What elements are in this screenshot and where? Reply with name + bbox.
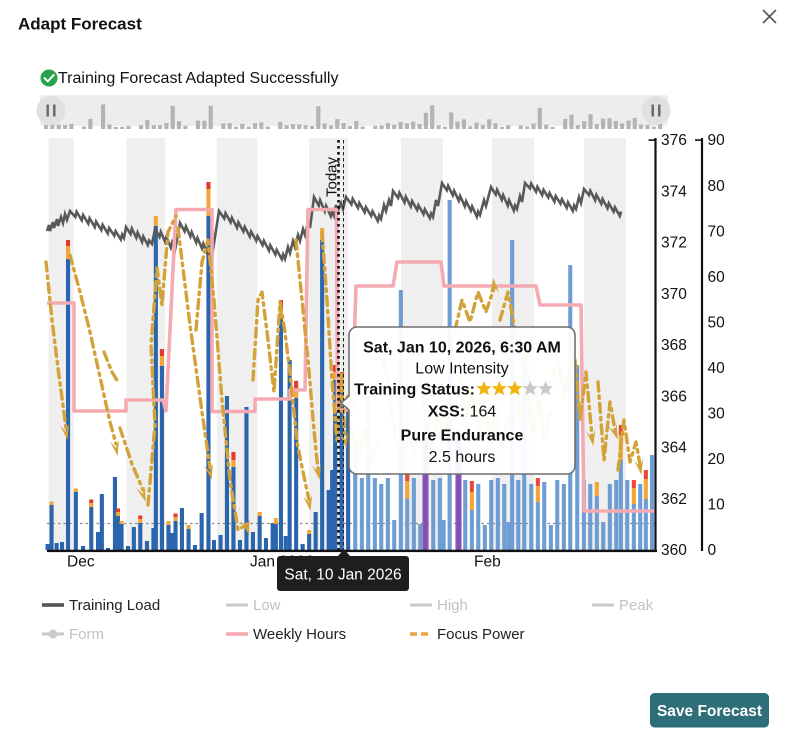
svg-text:40: 40 [708, 360, 726, 377]
svg-text:370: 370 [661, 286, 687, 303]
svg-text:374: 374 [661, 183, 687, 200]
svg-text:Focus Power: Focus Power [437, 626, 525, 643]
svg-text:Training Status:: Training Status: [354, 382, 475, 399]
svg-text:Sat, Jan 10, 2026, 6:30 AM: Sat, Jan 10, 2026, 6:30 AM [363, 340, 561, 357]
svg-text:60: 60 [708, 269, 726, 286]
svg-text:70: 70 [708, 223, 726, 240]
svg-text:366: 366 [661, 388, 687, 405]
svg-text:Save Forecast: Save Forecast [657, 703, 762, 720]
svg-text:Adapt Forecast: Adapt Forecast [18, 15, 142, 34]
svg-text:20: 20 [708, 451, 726, 468]
svg-text:Training Load: Training Load [69, 597, 160, 614]
svg-text:Pure Endurance: Pure Endurance [401, 428, 524, 445]
svg-text:XSS: 164: XSS: 164 [428, 404, 497, 421]
svg-text:Feb: Feb [474, 554, 501, 571]
svg-text:30: 30 [708, 406, 726, 423]
svg-text:372: 372 [661, 235, 687, 252]
svg-text:Peak: Peak [619, 597, 654, 614]
svg-text:Dec: Dec [67, 554, 95, 571]
svg-text:Training Forecast Adapted Succ: Training Forecast Adapted Successfully [58, 70, 338, 87]
svg-text:376: 376 [661, 132, 687, 149]
svg-text:10: 10 [708, 497, 726, 514]
svg-text:90: 90 [708, 132, 726, 149]
svg-text:362: 362 [661, 491, 687, 508]
svg-text:368: 368 [661, 337, 687, 354]
svg-text:Low Intensity: Low Intensity [415, 361, 508, 378]
svg-text:2.5 hours: 2.5 hours [429, 449, 496, 466]
svg-text:Low: Low [253, 597, 281, 614]
svg-text:50: 50 [708, 314, 726, 331]
svg-text:Form: Form [69, 626, 104, 643]
svg-text:364: 364 [661, 440, 687, 457]
svg-text:Sat, 10 Jan 2026: Sat, 10 Jan 2026 [284, 567, 401, 584]
svg-text:Weekly Hours: Weekly Hours [253, 626, 346, 643]
svg-text:80: 80 [708, 178, 726, 195]
svg-text:0: 0 [708, 542, 717, 559]
svg-text:High: High [437, 597, 468, 614]
svg-text:Today: Today [324, 156, 341, 197]
svg-text:360: 360 [661, 542, 687, 559]
